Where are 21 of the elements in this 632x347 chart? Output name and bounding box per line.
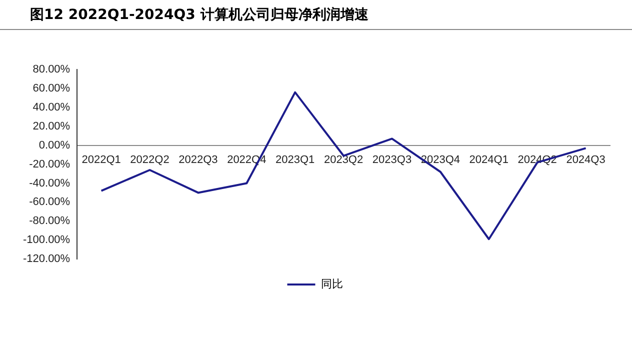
y-tick-label: 40.00% bbox=[32, 102, 70, 114]
y-tick-label: 20.00% bbox=[32, 120, 70, 132]
y-tick-label: -60.00% bbox=[29, 196, 70, 208]
x-tick-label: 2023Q2 bbox=[324, 154, 364, 166]
y-tick-label: 80.00% bbox=[32, 64, 70, 76]
legend-label: 同比 bbox=[320, 278, 343, 291]
chart-title: 图12 2022Q1-2024Q3 计算机公司归母净利润增速 bbox=[30, 6, 368, 24]
x-tick-label: 2022Q1 bbox=[82, 154, 121, 166]
y-tick-label: -80.00% bbox=[29, 215, 70, 228]
y-tick-label: 60.00% bbox=[32, 82, 70, 95]
y-tick-label: -40.00% bbox=[29, 177, 70, 190]
y-tick-label: -100.00% bbox=[22, 234, 70, 246]
x-tick-label: 2022Q3 bbox=[178, 154, 218, 166]
x-tick-label: 2023Q1 bbox=[276, 154, 315, 166]
x-tick-label: 2024Q1 bbox=[469, 154, 508, 166]
y-tick-label: -20.00% bbox=[29, 158, 70, 170]
x-tick-label: 2022Q2 bbox=[130, 154, 170, 166]
y-tick-label: 0.00% bbox=[38, 139, 70, 152]
x-tick-label: 2023Q3 bbox=[372, 154, 412, 166]
y-tick-label: -120.00% bbox=[22, 253, 70, 266]
x-tick-label: 2024Q3 bbox=[566, 154, 606, 166]
